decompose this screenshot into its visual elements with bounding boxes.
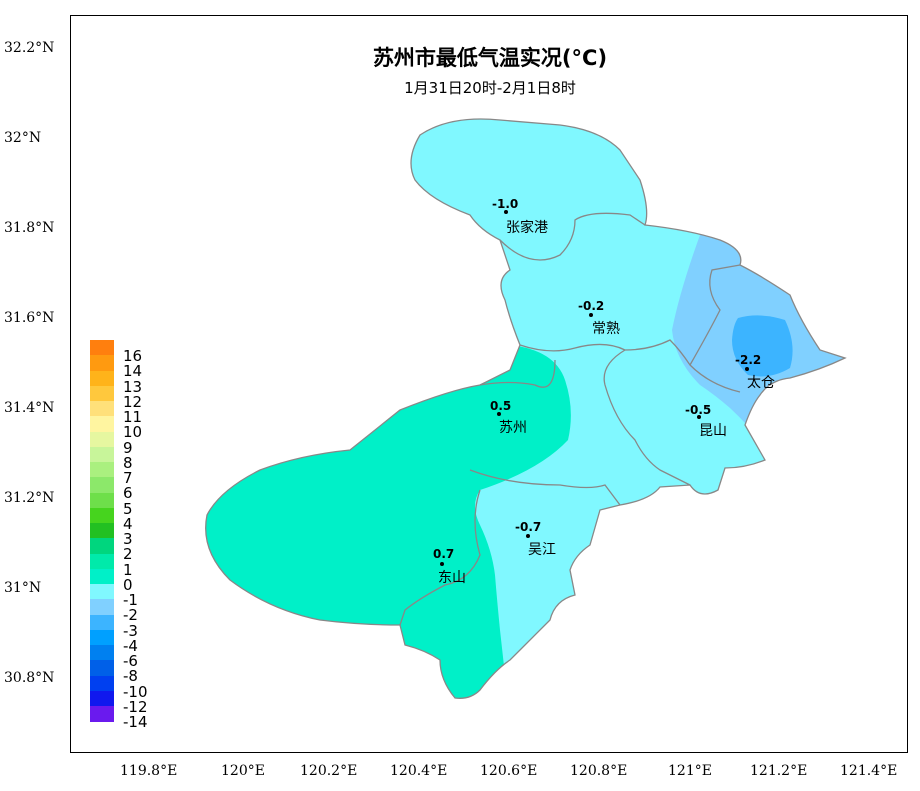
district-boundaries xyxy=(205,118,847,699)
legend-swatch xyxy=(90,584,114,600)
legend-swatch xyxy=(90,446,114,463)
station-value: -0.7 xyxy=(515,520,542,534)
legend-label: 16 xyxy=(123,347,143,365)
legend-swatch xyxy=(90,340,114,356)
legend-label: 1 xyxy=(123,560,133,579)
legend-label: -4 xyxy=(123,636,138,655)
legend-label: 3 xyxy=(123,530,133,548)
station-dot xyxy=(497,412,501,416)
legend-label: 0 xyxy=(123,575,133,594)
station-name: 昆山 xyxy=(699,423,727,439)
legend-label: -3 xyxy=(123,621,138,640)
legend-label: 14 xyxy=(123,362,143,381)
legend-swatch xyxy=(90,523,114,539)
legend-swatch xyxy=(90,401,114,417)
legend-swatch xyxy=(90,507,114,524)
station-name: 吴江 xyxy=(528,542,556,558)
legend-swatch xyxy=(90,614,114,631)
station-name: 太仓 xyxy=(747,375,775,391)
legend-swatch xyxy=(90,477,114,493)
station-name: 张家港 xyxy=(506,220,548,236)
station-dot xyxy=(745,367,749,371)
legend-label: 6 xyxy=(123,484,133,503)
legend-swatch xyxy=(90,538,114,554)
legend-swatch xyxy=(90,492,114,509)
station-dot xyxy=(526,534,530,538)
station-value: -0.5 xyxy=(685,403,712,417)
legend-label: -12 xyxy=(123,697,148,716)
x-tick-label: 121.4°E xyxy=(840,763,898,779)
legend-swatch xyxy=(90,385,114,402)
legend-label: -10 xyxy=(123,682,148,701)
legend-label: 5 xyxy=(123,499,133,518)
y-tick-label: 31.8°N xyxy=(4,220,55,236)
station-dot xyxy=(589,313,593,317)
legend-swatch xyxy=(90,629,114,646)
x-tick-label: 120.6°E xyxy=(480,763,538,779)
legend-swatch xyxy=(90,462,114,478)
station-dot xyxy=(504,210,508,214)
legend-swatch xyxy=(90,568,114,585)
y-tick-label: 30.8°N xyxy=(4,670,55,686)
y-tick-label: 31°N xyxy=(4,580,42,596)
y-tick-label: 32.2°N xyxy=(4,40,55,56)
legend-label: 12 xyxy=(123,392,143,411)
station-value: -1.0 xyxy=(492,197,519,211)
x-tick-label: 120.4°E xyxy=(390,763,448,779)
station-value: 0.5 xyxy=(490,399,512,413)
station-name: 东山 xyxy=(438,570,466,586)
station-name: 常熟 xyxy=(592,321,620,337)
legend-label: -8 xyxy=(123,667,138,686)
legend-label: -6 xyxy=(123,652,138,670)
legend-swatch xyxy=(90,690,114,707)
legend-label: 13 xyxy=(123,377,143,396)
legend-swatch xyxy=(90,370,114,387)
legend-label: 11 xyxy=(123,408,143,426)
y-tick-label: 31.4°N xyxy=(4,400,55,416)
x-tick-label: 119.8°E xyxy=(120,763,178,779)
legend-swatch xyxy=(90,355,114,371)
x-tick-label: 120.8°E xyxy=(570,763,628,779)
station-value: 0.7 xyxy=(433,547,455,561)
y-tick-label: 32°N xyxy=(4,130,42,146)
legend-swatch xyxy=(90,553,114,570)
legend-swatch xyxy=(90,645,114,661)
legend-label: -14 xyxy=(123,713,148,731)
station-value: -2.2 xyxy=(735,353,762,367)
y-tick-label: 31.2°N xyxy=(4,490,55,506)
legend-swatch xyxy=(90,675,114,692)
legend-label: -2 xyxy=(123,606,138,625)
legend-label: 9 xyxy=(123,438,133,457)
map-title: 苏州市最低气温实况(°C) xyxy=(372,46,608,70)
x-tick-label: 120°E xyxy=(221,763,265,779)
station-name: 苏州 xyxy=(499,420,527,436)
x-tick-label: 121°E xyxy=(668,763,712,779)
legend-label: 10 xyxy=(123,423,143,442)
x-tick-label: 121.2°E xyxy=(750,763,808,779)
legend-label: -1 xyxy=(123,591,138,609)
y-tick-label: 31.6°N xyxy=(4,310,55,326)
station-dot xyxy=(440,562,444,566)
legend-swatch xyxy=(90,431,114,448)
legend-swatch xyxy=(90,660,114,676)
legend-label: 7 xyxy=(123,469,133,487)
map-subtitle: 1月31日20时-2月1日8时 xyxy=(404,79,576,97)
legend-swatch xyxy=(90,706,114,722)
legend-swatch xyxy=(90,416,114,432)
x-tick-label: 120.2°E xyxy=(300,763,358,779)
legend-label: 4 xyxy=(123,514,133,533)
legend-label: 2 xyxy=(123,545,133,564)
map-frame xyxy=(70,15,908,753)
legend-swatch xyxy=(90,599,114,615)
legend-label: 8 xyxy=(123,453,133,472)
station-value: -0.2 xyxy=(578,299,605,313)
station-dot xyxy=(697,415,701,419)
